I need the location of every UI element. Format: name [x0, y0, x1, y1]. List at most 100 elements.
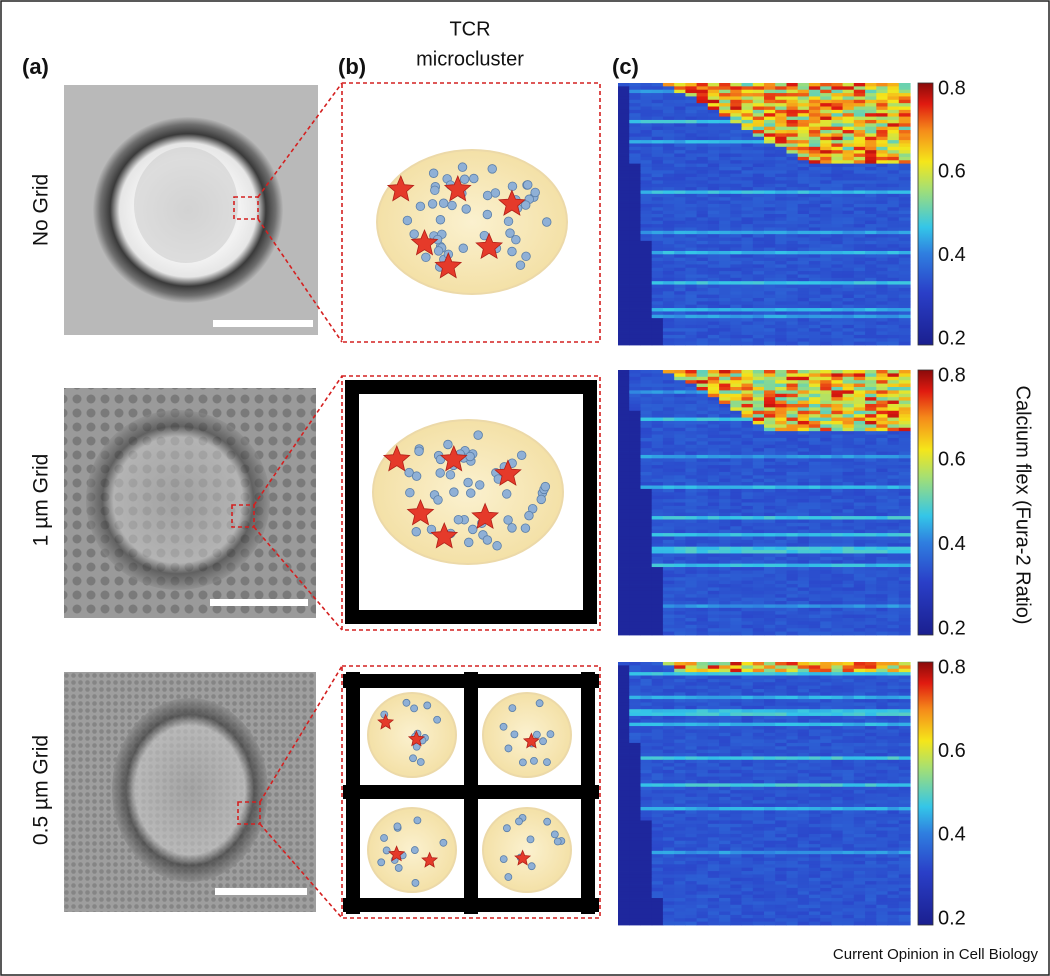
heatmap-cell	[618, 475, 630, 480]
heatmap-cell	[674, 712, 686, 717]
heatmap-cell	[629, 170, 641, 175]
heatmap-cell	[775, 386, 787, 391]
heatmap-cell	[629, 702, 641, 707]
heatmap-cell	[853, 475, 866, 480]
heatmap-cell	[752, 522, 765, 527]
heatmap-cell	[640, 590, 653, 595]
heatmap-cell	[764, 318, 776, 322]
heatmap-cell	[820, 254, 832, 259]
heatmap-cell	[865, 695, 877, 700]
heatmap-cell	[730, 261, 743, 265]
heatmap-cell	[674, 692, 686, 697]
heatmap-cell	[831, 441, 844, 446]
heatmap-cell	[674, 546, 686, 551]
heatmap-cell	[696, 177, 709, 181]
heatmap-cell	[865, 123, 877, 128]
heatmap-cell	[865, 672, 877, 676]
heatmap-cell	[629, 519, 641, 524]
heatmap-cell	[730, 136, 743, 141]
heatmap-cell	[618, 247, 630, 252]
heatmap-cell	[719, 190, 731, 195]
heatmap-cell	[865, 567, 877, 571]
heatmap-cell	[887, 451, 900, 456]
heatmap-cell	[730, 203, 743, 208]
heatmap-cell	[808, 482, 821, 486]
heatmap-cell	[887, 478, 900, 483]
heatmap-cell	[786, 570, 799, 575]
heatmap-cell	[898, 601, 911, 605]
heatmap-cell	[808, 702, 821, 707]
heatmap-cell	[651, 267, 664, 272]
heatmap-cell	[764, 662, 776, 666]
heatmap-cell	[685, 133, 698, 138]
heatmap-cell	[876, 699, 889, 703]
star	[410, 228, 439, 256]
heatmap-cell	[719, 573, 731, 578]
heatmap-cell	[685, 546, 698, 551]
heatmap-cell	[707, 220, 720, 225]
heatmap-cell	[865, 722, 877, 727]
heatmap-cell	[707, 577, 720, 582]
heatmap-cell	[685, 203, 698, 208]
heatmap-cell	[618, 753, 630, 757]
heatmap-cell	[741, 543, 754, 548]
heatmap-cell	[887, 177, 900, 181]
heatmap-cell	[752, 321, 765, 326]
heatmap-cell	[674, 193, 686, 198]
heatmap-cell	[696, 287, 709, 292]
heatmap-cell	[898, 580, 911, 585]
heatmap-cell	[764, 150, 776, 154]
heatmap-cell	[865, 577, 877, 582]
heatmap-cell	[764, 311, 776, 316]
heatmap-cell	[752, 712, 765, 717]
heatmap-cell	[674, 311, 686, 316]
heatmap-cell	[640, 726, 653, 730]
heatmap-cell	[797, 123, 810, 128]
heatmap-cell	[640, 244, 653, 248]
heatmap-cell	[764, 709, 776, 713]
heatmap-cell	[674, 173, 686, 178]
heatmap-cell	[752, 331, 765, 336]
heatmap-cell	[651, 712, 664, 717]
heatmap-cell	[887, 688, 900, 693]
heatmap-cell	[618, 130, 630, 134]
heatmap-cell	[696, 573, 709, 578]
heatmap-cell	[618, 83, 630, 87]
heatmap-cell	[853, 294, 866, 299]
heatmap-cell	[775, 264, 787, 269]
dot	[410, 846, 419, 854]
heatmap-cell	[696, 173, 709, 178]
heatmap-cell	[685, 675, 698, 680]
heatmap-cell	[853, 291, 866, 296]
heatmap-cell	[674, 587, 686, 592]
heatmap-cell	[898, 529, 911, 534]
heatmap-cell	[640, 529, 653, 534]
heatmap-cell	[831, 407, 844, 412]
heatmap-cell	[808, 499, 821, 503]
heatmap-cell	[707, 250, 720, 255]
heatmap-cell	[752, 96, 765, 101]
heatmap-cell	[865, 403, 877, 408]
heatmap-cell	[640, 471, 653, 476]
heatmap-cell	[775, 675, 787, 680]
heatmap-cell	[831, 119, 844, 124]
heatmap-cell	[865, 99, 877, 104]
heatmap-cell	[842, 420, 855, 425]
heatmap-cell	[842, 580, 855, 585]
heatmap-cell	[887, 563, 900, 568]
heatmap-cell	[820, 465, 832, 469]
heatmap-cell	[629, 318, 641, 322]
heatmap-cell	[752, 220, 765, 225]
heatmap-cell	[741, 301, 754, 306]
heatmap-cell	[719, 478, 731, 483]
heatmap-cell	[662, 618, 675, 622]
heatmap-cell	[797, 397, 810, 401]
heatmap-cell	[831, 454, 844, 459]
heatmap-cell	[797, 244, 810, 248]
heatmap-cell	[651, 200, 664, 205]
heatmap-cell	[786, 709, 799, 713]
heatmap-cell	[831, 257, 844, 262]
heatmap-cell	[662, 682, 675, 686]
heatmap-cell	[707, 166, 720, 171]
heatmap-cell	[741, 244, 754, 248]
